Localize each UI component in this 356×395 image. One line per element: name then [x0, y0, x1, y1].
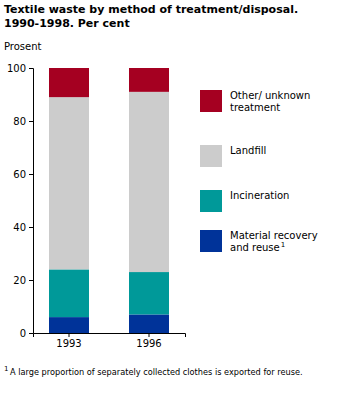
legend-label: Other/ unknowntreatment [230, 90, 310, 113]
y-tick: 100 [7, 63, 33, 74]
legend: Other/ unknowntreatment Landfill Incinerat… [200, 90, 318, 253]
x-tick: 1996 [136, 333, 161, 349]
bar-segment [49, 317, 89, 333]
y-axis-label: Prosent [4, 41, 42, 52]
x-tick-label: 1993 [56, 338, 81, 349]
title: Textile waste by method of treatment/dis… [4, 3, 298, 30]
bar-segment [129, 68, 169, 92]
x-axis: 1993 1996 [34, 333, 186, 349]
y-tick-mark [29, 121, 33, 122]
y-tick-mark [29, 280, 33, 281]
legend-item: Incineration [200, 190, 289, 212]
x-tick-mark [69, 333, 70, 337]
legend-label: Material recoveryand reuse [230, 230, 318, 253]
y-tick-label: 60 [13, 169, 26, 180]
legend-swatch [200, 230, 222, 252]
bar-segment [129, 272, 169, 314]
x-tick-label: 1996 [136, 338, 161, 349]
legend-swatch [200, 90, 222, 112]
footnote: A large proportion of separately collect… [10, 367, 303, 377]
bar-segment [129, 314, 169, 333]
bar-segment [49, 97, 89, 269]
y-tick: 0 [20, 328, 33, 339]
legend-footnote-marker: 1 [281, 241, 285, 249]
x-tick-mark [149, 333, 150, 337]
y-tick-label: 0 [20, 328, 26, 339]
y-tick: 40 [13, 222, 33, 233]
y-tick-mark [29, 174, 33, 175]
legend-label: Incineration [230, 190, 289, 201]
chart: Textile waste by method of treatment/dis… [0, 0, 356, 395]
footnote-marker: 1 [4, 365, 8, 373]
y-tick-label: 100 [7, 63, 26, 74]
legend-swatch [200, 145, 222, 167]
y-tick-label: 20 [13, 275, 26, 286]
legend-item: Landfill [200, 145, 266, 167]
legend-label: Landfill [230, 145, 266, 156]
y-tick-mark [29, 333, 33, 334]
bars [49, 68, 169, 333]
y-tick-label: 80 [13, 116, 26, 127]
y-tick: 60 [13, 169, 33, 180]
y-tick-label: 40 [13, 222, 26, 233]
y-tick: 20 [13, 275, 33, 286]
bar-segment [49, 269, 89, 317]
y-axis-line [29, 69, 34, 334]
bar-segment [129, 92, 169, 272]
x-tick: 1993 [56, 333, 81, 349]
legend-item: Other/ unknowntreatment [200, 90, 310, 113]
y-axis: 0 20 40 60 80 100 [7, 63, 34, 339]
y-tick: 80 [13, 116, 33, 127]
y-tick-mark [29, 68, 33, 69]
x-axis-line [34, 334, 186, 338]
legend-item: Material recoveryand reuse1 [200, 230, 318, 253]
bar-segment [49, 68, 89, 97]
y-tick-mark [29, 227, 33, 228]
legend-swatch [200, 190, 222, 212]
